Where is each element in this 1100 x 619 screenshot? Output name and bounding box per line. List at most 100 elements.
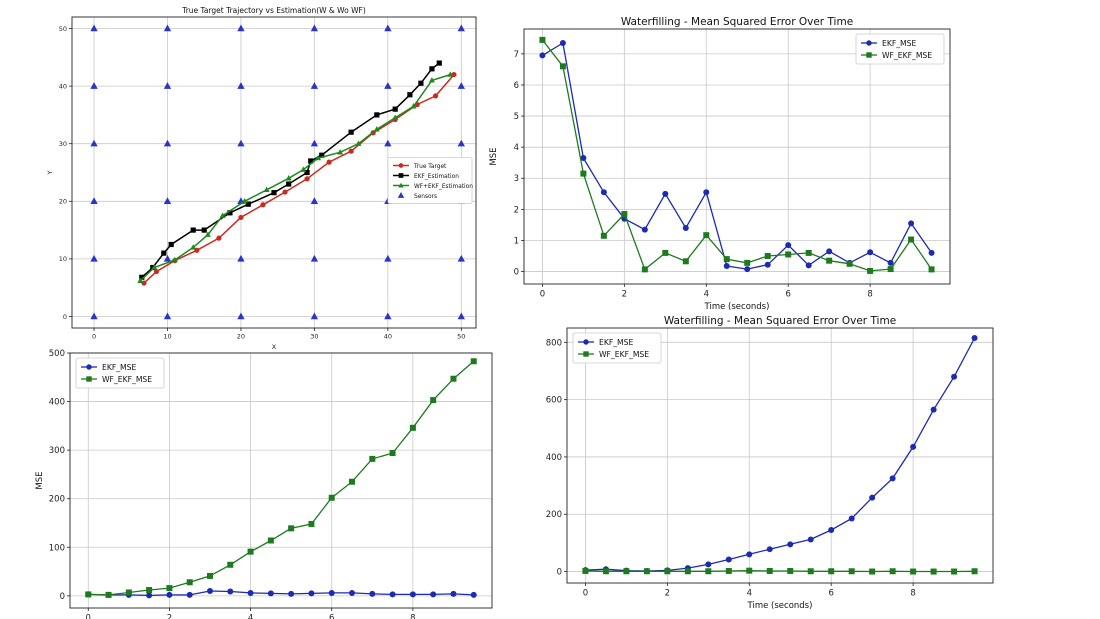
sensor-point	[384, 24, 392, 32]
legend-marker	[866, 40, 872, 46]
data-point	[141, 280, 147, 286]
y-tick-label: 0	[557, 568, 562, 578]
series-wf-ekf-mse	[582, 567, 978, 575]
data-point	[409, 424, 416, 431]
data-layer	[539, 36, 935, 274]
data-point	[349, 478, 356, 485]
data-point	[869, 494, 876, 501]
legend-label: True Target	[413, 164, 447, 170]
legend-label: EKF_MSE	[599, 338, 633, 347]
data-point	[247, 548, 254, 555]
data-point	[766, 546, 773, 553]
data-point	[889, 475, 896, 482]
data-point	[227, 588, 234, 595]
data-point	[807, 536, 814, 543]
chart-title: Waterfilling - Mean Squared Error Over T…	[664, 315, 896, 327]
legend-label: WF_EKF_MSE	[599, 350, 649, 359]
data-point	[245, 201, 251, 207]
data-point	[723, 256, 730, 263]
data-point	[643, 568, 650, 575]
x-tick-label: 30	[310, 333, 318, 341]
data-point	[682, 225, 689, 232]
data-point	[807, 568, 814, 575]
y-axis-label: MSE	[489, 147, 499, 165]
legend-box	[855, 33, 945, 65]
data-point	[326, 159, 332, 165]
x-tick-label: 0	[583, 589, 588, 599]
sensor-markers	[90, 24, 465, 320]
series-wf-ekf-estimation	[137, 71, 454, 283]
x-tick-label: 6	[329, 614, 334, 619]
data-point	[684, 568, 691, 575]
data-point	[662, 190, 669, 197]
data-point	[219, 212, 226, 218]
y-tick-label: 500	[49, 349, 65, 359]
x-tick-label: 10	[163, 333, 171, 341]
data-point	[723, 262, 730, 269]
legend-marker	[398, 163, 404, 168]
sensor-point	[457, 139, 465, 147]
data-point	[805, 249, 812, 256]
y-tick-label: 400	[49, 398, 65, 408]
sensor-point	[90, 312, 98, 320]
x-tick-label: 50	[457, 333, 465, 341]
data-point	[580, 155, 587, 162]
data-point	[407, 92, 413, 98]
y-tick-label: 7	[514, 50, 519, 60]
data-point	[204, 231, 211, 237]
data-point	[848, 568, 855, 575]
sensor-point	[163, 139, 172, 147]
data-point	[744, 259, 751, 266]
data-point	[271, 190, 277, 196]
data-point	[539, 52, 546, 59]
data-point	[139, 274, 145, 280]
y-tick-label: 40	[59, 82, 67, 90]
x-tick-label: 0	[86, 614, 91, 619]
sensor-point	[457, 24, 465, 32]
data-point	[470, 591, 477, 598]
data-point	[951, 373, 958, 380]
sensor-point	[90, 197, 98, 205]
data-point	[867, 267, 874, 274]
sensor-point	[163, 312, 172, 320]
legend: EKF_MSE WF_EKF_MSE	[855, 33, 945, 65]
x-tick-label: 2	[665, 589, 670, 599]
y-tick-label: 5	[514, 112, 519, 122]
y-tick-label: 10	[59, 255, 67, 263]
data-point	[308, 158, 314, 164]
data-point	[151, 264, 158, 270]
data-point	[559, 39, 566, 46]
data-point	[392, 114, 399, 120]
data-point	[889, 568, 896, 575]
legend-entry: EKF_MSE	[81, 363, 136, 372]
plot-frame	[566, 327, 994, 584]
data-point	[328, 589, 335, 596]
legend: True Target EKF_Estimation WF+EKF_Estimati…	[387, 157, 473, 204]
data-point	[166, 591, 173, 598]
data-point	[161, 250, 167, 256]
data-point	[436, 60, 442, 66]
data-point	[908, 220, 915, 227]
plot-area	[70, 353, 492, 608]
y-tick-label: 3	[514, 174, 519, 184]
data-point	[201, 227, 207, 233]
series-line	[542, 41, 933, 270]
data-point	[682, 258, 689, 265]
data-point	[146, 592, 153, 599]
data-point	[764, 261, 771, 268]
data-point	[190, 244, 197, 250]
legend-entry: WF_EKF_MSE	[861, 51, 932, 60]
sensor-point	[237, 254, 245, 262]
y-tick-label: 100	[49, 543, 65, 553]
data-point	[623, 568, 630, 575]
legend-box	[387, 157, 473, 204]
y-tick-label: 200	[546, 510, 562, 520]
sensor-point	[90, 24, 98, 32]
data-point	[539, 36, 546, 43]
y-tick-label: 2	[514, 205, 519, 215]
data-point	[349, 589, 356, 596]
data-point	[600, 232, 607, 239]
y-tick-label: 0	[63, 313, 67, 321]
sensor-point	[237, 24, 245, 32]
